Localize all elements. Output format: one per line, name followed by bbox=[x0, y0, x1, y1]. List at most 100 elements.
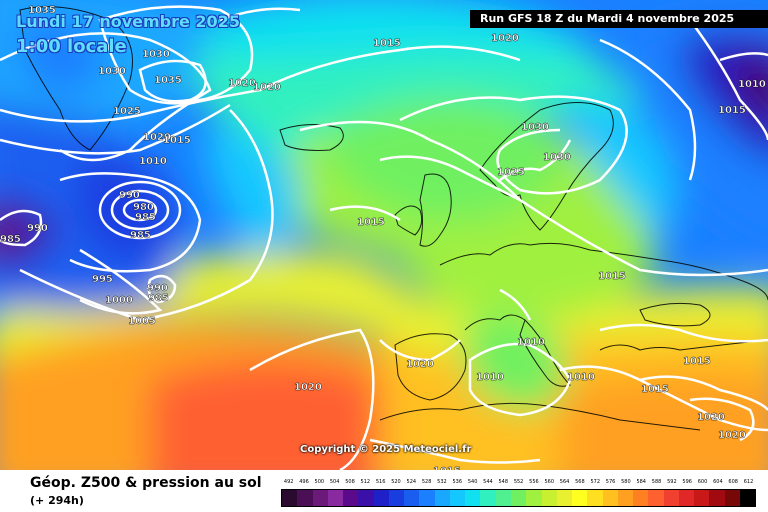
pressure-label: 1010 bbox=[738, 79, 766, 90]
pressure-label: 1030 bbox=[543, 152, 571, 163]
legend-tick-label: 584 bbox=[636, 479, 646, 485]
pressure-label: 1030 bbox=[521, 122, 549, 133]
legend-swatch bbox=[327, 490, 344, 506]
legend-swatch bbox=[739, 490, 756, 506]
legend-swatch bbox=[526, 490, 542, 506]
legend-tick-label: 608 bbox=[728, 479, 738, 485]
pressure-label: 985 bbox=[0, 234, 21, 245]
legend-tick-label: 552 bbox=[513, 479, 524, 485]
pressure-label: 1015 bbox=[598, 271, 626, 282]
pressure-label: 1015 bbox=[163, 135, 191, 146]
legend-swatch bbox=[434, 490, 450, 506]
legend-swatch bbox=[556, 490, 573, 506]
color-legend bbox=[281, 489, 756, 507]
copyright-text: Copyright © 2025 Meteociel.fr bbox=[300, 444, 472, 455]
legend-swatch bbox=[724, 490, 740, 506]
isobars bbox=[0, 5, 768, 470]
legend-tick-label: 512 bbox=[360, 479, 371, 485]
legend-tick-label: 588 bbox=[651, 479, 662, 485]
pressure-label: 1010 bbox=[139, 156, 167, 167]
legend-tick-label: 564 bbox=[559, 479, 570, 485]
pressure-label: 1015 bbox=[357, 217, 385, 228]
legend-tick-label: 560 bbox=[544, 479, 555, 485]
pressure-label: 1000 bbox=[105, 295, 133, 306]
legend-tick-label: 604 bbox=[713, 479, 723, 485]
legend-tick-label: 576 bbox=[605, 479, 616, 485]
legend-tick-label: 580 bbox=[621, 479, 631, 485]
legend-tick-label: 536 bbox=[452, 479, 463, 485]
legend-tick-label: 532 bbox=[437, 479, 447, 485]
pressure-label: 1020 bbox=[718, 430, 746, 441]
pressure-label: 990 bbox=[27, 223, 48, 234]
pressure-label: 1020 bbox=[491, 33, 519, 44]
legend-tick-label: 516 bbox=[375, 479, 386, 485]
legend-tick-label: 548 bbox=[498, 479, 509, 485]
legend-tick-label: 496 bbox=[299, 479, 309, 485]
legend-tick-label: 528 bbox=[421, 479, 432, 485]
legend-tick-label: 544 bbox=[483, 479, 493, 485]
pressure-label: 1025 bbox=[497, 167, 525, 178]
legend-tick-label: 572 bbox=[590, 479, 600, 485]
pressure-label: 1015 bbox=[718, 105, 746, 116]
legend-tick-label: 592 bbox=[667, 479, 677, 485]
legend-swatch bbox=[388, 490, 405, 506]
weather-map: 1035 1030 1030 1035 1020 1020 1025 1020 1015 1010… bbox=[0, 0, 768, 470]
legend-swatch bbox=[572, 490, 588, 506]
legend-swatch bbox=[297, 490, 313, 506]
legend-tick-label: 540 bbox=[467, 479, 478, 485]
pressure-label: 1010 bbox=[517, 337, 545, 348]
pressure-label: 985 bbox=[148, 293, 169, 304]
pressure-label: 1020 bbox=[294, 382, 322, 393]
pressure-label: 980 bbox=[133, 202, 154, 213]
pressure-label: 1015 bbox=[683, 356, 711, 367]
pressure-label: 1020 bbox=[228, 78, 256, 89]
legend-swatch bbox=[419, 490, 435, 506]
legend-swatch bbox=[587, 490, 603, 506]
legend-swatch bbox=[465, 490, 481, 506]
legend-swatch bbox=[663, 490, 679, 506]
legend-swatch bbox=[449, 490, 466, 506]
legend-swatch bbox=[602, 490, 618, 506]
forecast-offset: (+ 294h) bbox=[30, 494, 84, 507]
pressure-label: 990 bbox=[147, 283, 168, 294]
legend-tick-label: 508 bbox=[345, 479, 355, 485]
legend-swatch bbox=[373, 490, 389, 506]
legend-tick-label: 492 bbox=[283, 479, 294, 485]
pressure-label: 1035 bbox=[154, 75, 182, 86]
legend-swatch bbox=[312, 490, 328, 506]
legend-tick-label: 556 bbox=[529, 479, 539, 485]
pressure-label: 1020 bbox=[697, 412, 725, 423]
pressure-label: 995 bbox=[92, 274, 113, 285]
pressure-label: 1010 bbox=[567, 372, 595, 383]
legend-swatch bbox=[343, 490, 359, 506]
pressure-label: 1030 bbox=[98, 66, 126, 77]
coastlines bbox=[19, 6, 768, 431]
legend-tick-label: 568 bbox=[575, 479, 585, 485]
legend-swatch bbox=[358, 490, 374, 506]
forecast-time: 1:00 locale bbox=[16, 36, 127, 57]
pressure-label: 1015 bbox=[433, 466, 461, 470]
pressure-label: 985 bbox=[130, 230, 151, 241]
legend-swatch bbox=[541, 490, 557, 506]
legend-swatch bbox=[495, 490, 511, 506]
legend-tick-label: 520 bbox=[391, 479, 401, 485]
legend-swatch bbox=[678, 490, 695, 506]
pressure-label: 1025 bbox=[113, 106, 141, 117]
pressure-label: 1020 bbox=[406, 359, 434, 370]
legend-tick-label: 596 bbox=[682, 479, 692, 485]
pressure-label: 1015 bbox=[641, 384, 669, 395]
legend-swatch bbox=[404, 490, 420, 506]
chart-title: Géop. Z500 & pression au sol bbox=[30, 475, 262, 491]
pressure-label: 1010 bbox=[476, 372, 504, 383]
pressure-label: 1020 bbox=[143, 132, 171, 143]
run-info: Run GFS 18 Z du Mardi 4 novembre 2025 bbox=[470, 10, 768, 28]
legend-tick-label: 500 bbox=[314, 479, 325, 485]
forecast-date: Lundi 17 novembre 2025 bbox=[16, 12, 240, 31]
legend-tick-label: 524 bbox=[406, 479, 417, 485]
pressure-label: 985 bbox=[135, 212, 156, 223]
legend-swatch bbox=[633, 490, 649, 506]
legend-swatch bbox=[648, 490, 664, 506]
legend-swatch bbox=[617, 490, 634, 506]
legend-swatch bbox=[709, 490, 725, 506]
